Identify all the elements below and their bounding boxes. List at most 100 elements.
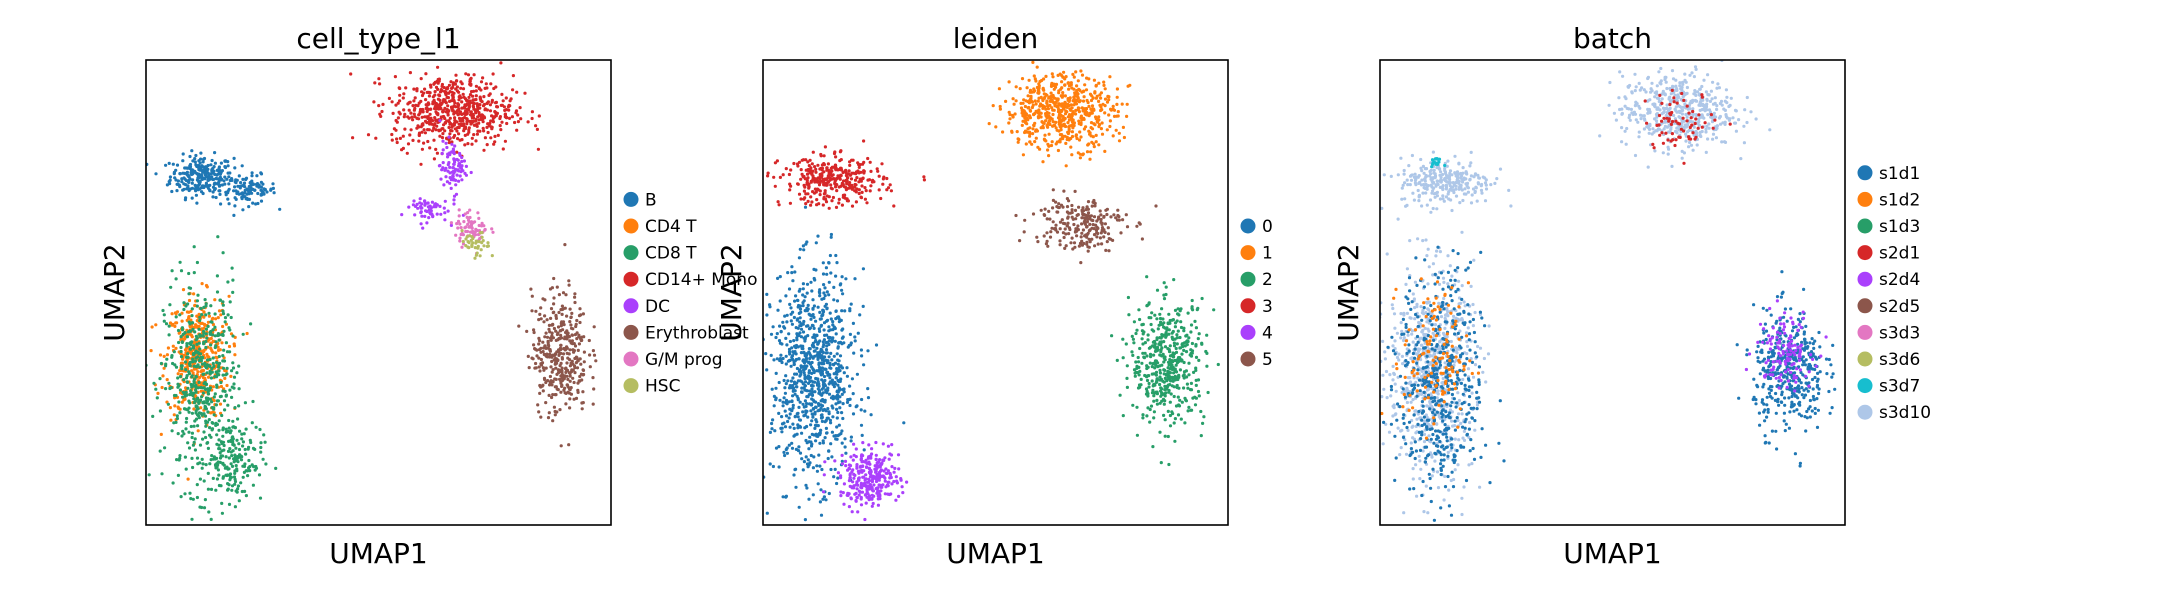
scatter-point-0	[800, 390, 804, 394]
scatter-point-erythroblast	[560, 376, 564, 380]
scatter-point-0	[792, 315, 797, 320]
scatter-point-dc	[431, 215, 435, 219]
scatter-point-1	[1063, 112, 1068, 116]
scatter-point-cd4-t	[220, 341, 224, 345]
scatter-point-cd4-t	[180, 311, 184, 315]
scatter-point-0	[859, 348, 864, 352]
scatter-point-erythroblast	[576, 348, 580, 352]
scatter-point-cd14-mono	[428, 146, 432, 150]
scatter-point-cd14-mono	[489, 136, 493, 140]
scatter-point-cd4-t	[193, 304, 197, 308]
scatter-point-cd14-mono	[397, 86, 401, 90]
scatter-point-erythroblast	[568, 374, 572, 378]
scatter-point-cd14-mono	[433, 122, 437, 126]
scatter-point-2	[1125, 376, 1129, 380]
scatter-point-cd14-mono	[394, 128, 398, 132]
scatter-point-1	[1024, 99, 1028, 103]
scatter-point-cd8-t	[232, 443, 236, 447]
scatter-point-2	[1124, 342, 1128, 346]
scatter-point-0	[824, 409, 828, 413]
scatter-point-2	[1196, 337, 1200, 341]
scatter-point-cd14-mono	[474, 97, 478, 102]
scatter-point-cd8-t	[213, 334, 217, 338]
scatter-point-dc	[469, 170, 473, 175]
scatter-point-erythroblast	[568, 307, 572, 311]
scatter-point-b	[271, 182, 275, 186]
scatter-point-cd8-t	[206, 390, 210, 394]
scatter-point-b	[190, 181, 194, 185]
scatter-point-2	[1189, 381, 1193, 385]
scatter-point-0	[770, 427, 774, 431]
scatter-point-cd8-t	[216, 399, 220, 403]
scatter-point-erythroblast	[557, 353, 561, 357]
scatter-point-3	[840, 203, 845, 207]
scatter-point-0	[785, 313, 789, 317]
scatter-point-0	[826, 359, 830, 363]
scatter-point-cd8-t	[224, 394, 228, 398]
scatter-point-3	[776, 200, 780, 204]
scatter-point-cd4-t	[196, 370, 200, 374]
scatter-point-b	[222, 179, 226, 183]
scatter-point-1	[1047, 144, 1051, 148]
scatter-point-g-m-prog	[455, 222, 459, 226]
scatter-point-cd14-mono	[488, 103, 492, 107]
scatter-point-erythroblast	[559, 444, 563, 448]
scatter-point-dc	[444, 141, 448, 145]
scatter-point-cd14-mono	[467, 99, 471, 103]
scatter-point-1	[1034, 79, 1038, 83]
scatter-point-erythroblast	[551, 419, 555, 423]
scatter-point-0	[838, 400, 842, 404]
scatter-point-cd4-t	[203, 323, 207, 327]
scatter-point-erythroblast	[572, 364, 577, 368]
scatter-point-0	[834, 309, 838, 313]
scatter-point-cd14-mono	[420, 108, 424, 112]
scatter-point-2	[1167, 374, 1171, 378]
scatter-point-1	[1051, 75, 1055, 79]
scatter-point-0	[829, 232, 834, 237]
scatter-point-dc	[454, 183, 458, 187]
scatter-point-2	[1155, 336, 1159, 340]
scatter-point-0	[827, 325, 831, 329]
scatter-point-b	[259, 185, 263, 189]
scatter-point-1	[1066, 81, 1070, 85]
scatter-point-1	[1097, 99, 1101, 103]
scatter-point-cd8-t	[161, 308, 165, 313]
scatter-point-dc	[443, 199, 447, 203]
scatter-point-cd14-mono	[402, 108, 406, 112]
scatter-point-b	[230, 178, 234, 182]
scatter-point-cd8-t	[211, 356, 215, 360]
scatter-point-cd14-mono	[441, 127, 445, 131]
scatter-point-3	[806, 160, 810, 164]
scatter-point-cd4-t	[154, 323, 158, 327]
scatter-point-erythroblast	[551, 311, 555, 315]
scatter-point-g-m-prog	[458, 222, 462, 226]
scatter-point-1	[991, 104, 995, 108]
scatter-point-g-m-prog	[468, 215, 472, 220]
scatter-point-3	[837, 197, 841, 201]
scatter-point-1	[1013, 112, 1017, 116]
scatter-point-dc	[456, 158, 460, 162]
scatter-point-dc	[442, 206, 446, 210]
scatter-point-1	[1094, 140, 1098, 144]
y-axis-label: UMAP2	[98, 243, 131, 342]
scatter-point-erythroblast	[548, 383, 552, 387]
scatter-point-cd8-t	[249, 322, 253, 326]
scatter-point-1	[1111, 104, 1115, 108]
scatter-point-3	[811, 150, 815, 154]
scatter-point-0	[848, 403, 852, 408]
scatter-point-0	[813, 426, 817, 430]
scatter-point-dc	[457, 179, 461, 183]
scatter-point-cd8-t	[253, 468, 257, 472]
scatter-point-cd8-t	[194, 349, 198, 353]
scatter-point-3	[799, 197, 803, 201]
scatter-point-3	[880, 162, 884, 166]
scatter-point-erythroblast	[566, 377, 570, 381]
scatter-point-cd8-t	[215, 442, 219, 446]
scatter-point-0	[809, 423, 813, 427]
scatter-point-cd14-mono	[469, 122, 473, 126]
scatter-point-1	[1032, 87, 1036, 91]
scatter-point-cd8-t	[182, 407, 187, 411]
scatter-point-cd8-t	[217, 364, 221, 368]
scatter-point-cd8-t	[202, 430, 206, 434]
